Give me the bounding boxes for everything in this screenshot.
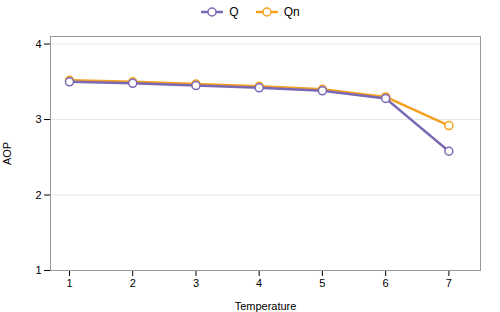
svg-text:Temperature: Temperature [235,300,297,312]
svg-text:2: 2 [35,189,41,201]
svg-text:5: 5 [319,277,325,289]
svg-text:4: 4 [35,38,41,50]
svg-text:2: 2 [130,277,136,289]
svg-text:1: 1 [66,277,72,289]
svg-text:AOP: AOP [1,142,13,165]
html-text:Q: Q [229,5,239,19]
svg-text:6: 6 [383,277,389,289]
svg-text:1: 1 [35,264,41,276]
svg-text:3: 3 [193,277,199,289]
svg-text:3: 3 [35,113,41,125]
svg-text:7: 7 [446,277,452,289]
html-text:Qn: Qn [283,5,300,19]
svg-text:4: 4 [256,277,262,289]
